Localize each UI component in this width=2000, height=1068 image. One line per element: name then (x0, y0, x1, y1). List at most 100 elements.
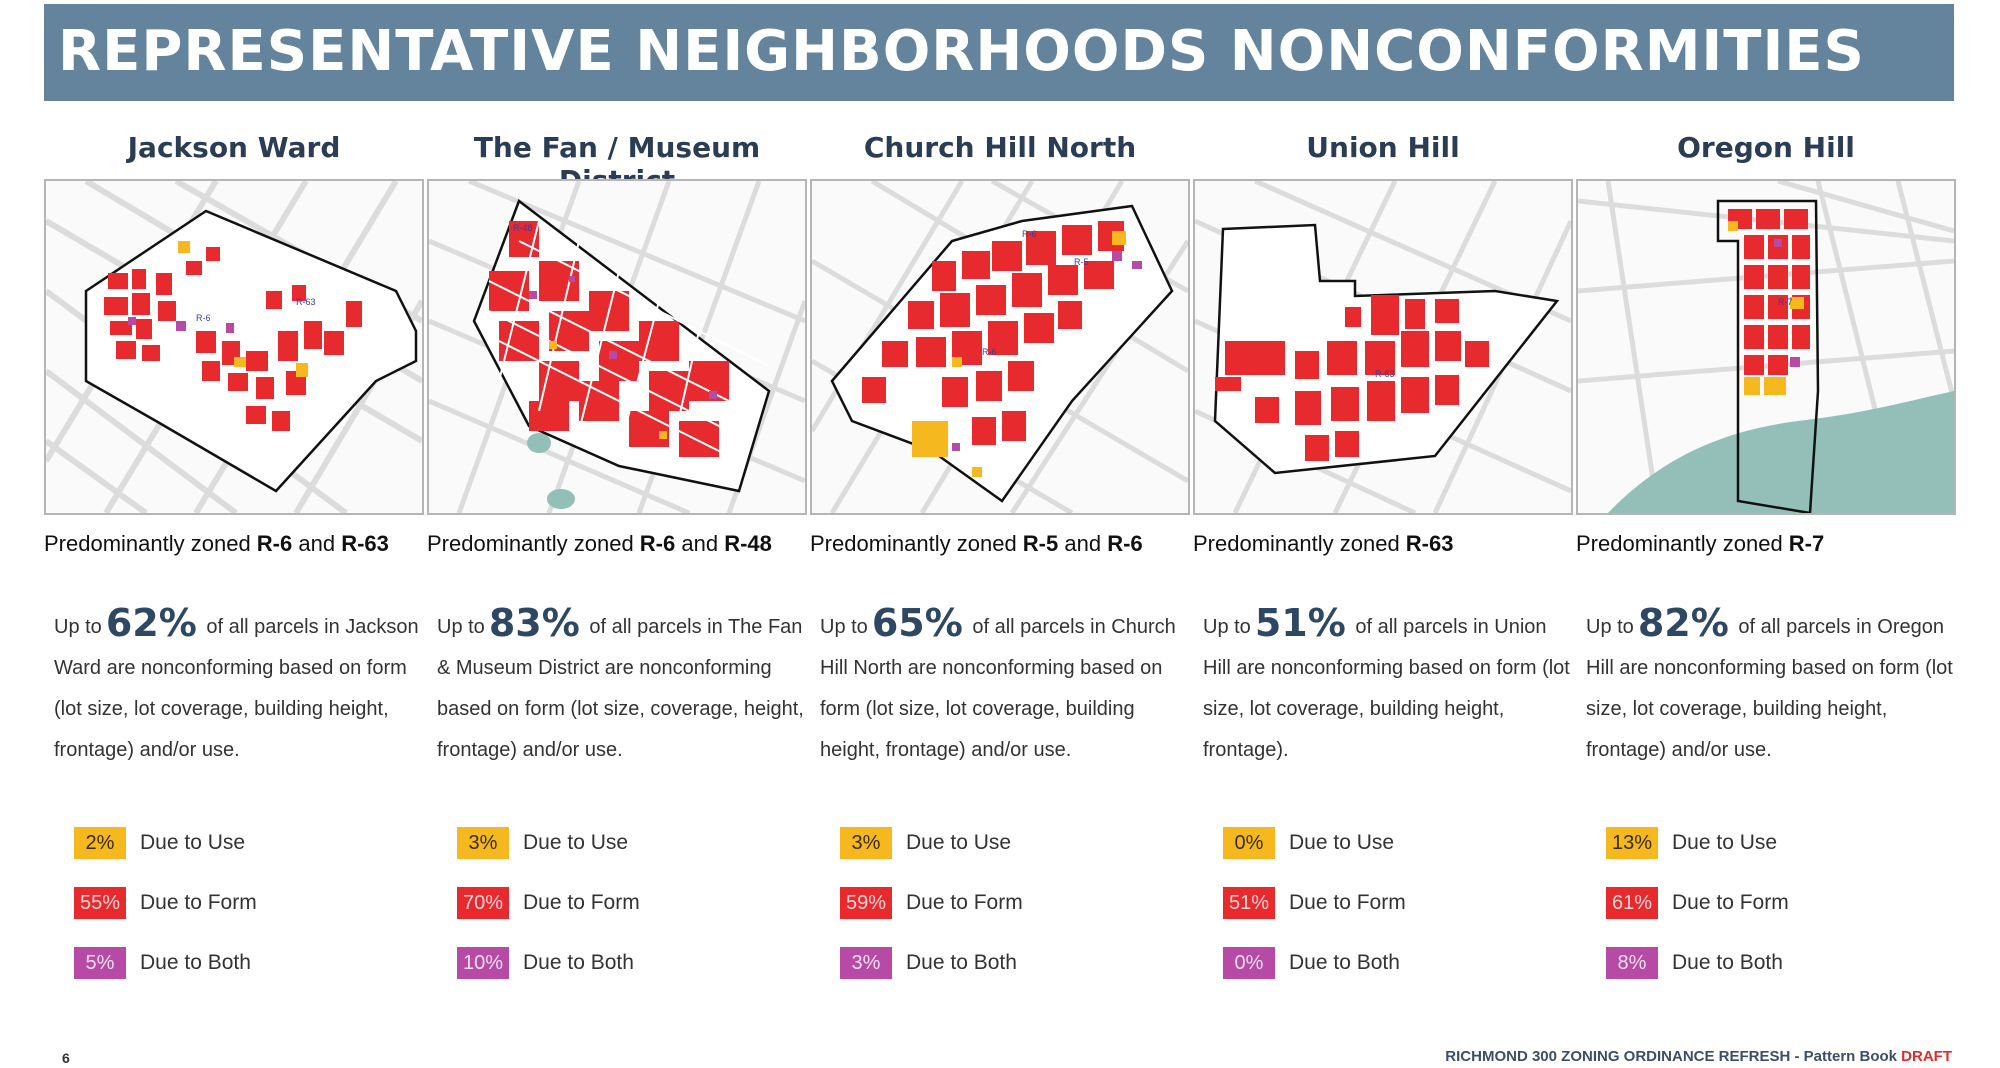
nonconformity-statement: Up to 83% of all parcels in The Fan & Mus… (437, 603, 807, 771)
form-percent-badge: 61% (1606, 887, 1658, 919)
stat-text: of all parcels in Union Hill are nonconf… (1203, 616, 1570, 761)
neighborhood-map: R-7 (1576, 179, 1956, 515)
stat-prefix: Up to (1586, 616, 1634, 638)
use-percent-badge: 3% (840, 827, 892, 859)
both-label: Due to Both (523, 951, 634, 974)
form-percent-badge: 70% (457, 887, 509, 919)
form-label: Due to Form (140, 891, 257, 914)
form-percent-badge: 55% (74, 887, 126, 919)
neighborhood-name: Jackson Ward (127, 131, 341, 164)
zoning-summary: Predominantly zoned R-5 and R-6 (810, 531, 1196, 557)
both-label: Due to Both (140, 951, 251, 974)
both-percent-badge: 5% (74, 947, 126, 979)
nonconforming-percent: 82% (1637, 601, 1729, 645)
form-label: Due to Form (1672, 891, 1789, 914)
neighborhood-column-fan-museum-district: The Fan / Museum District (427, 125, 807, 995)
map-graphic: R-48 (429, 181, 805, 513)
page-number: 6 (62, 1050, 70, 1066)
both-label: Due to Both (1672, 951, 1783, 974)
neighborhood-column-union-hill: Union Hill R-63 (1193, 125, 1573, 995)
use-label: Due to Use (906, 831, 1012, 854)
zone-primary: R-7 (1788, 531, 1825, 556)
neighborhood-name: Oregon Hill (1677, 131, 1855, 164)
nonconforming-percent: 51% (1254, 601, 1346, 645)
both-percent-badge: 3% (840, 947, 892, 979)
use-label: Due to Use (523, 831, 629, 854)
stat-prefix: Up to (54, 616, 102, 638)
title-bar: REPRESENTATIVE NEIGHBORHOODS NONCONFORMI… (44, 4, 1954, 101)
map-zone-label: R-48 (513, 223, 533, 233)
draft-label: DRAFT (1901, 1048, 1952, 1065)
use-percent-badge: 3% (457, 827, 509, 859)
neighborhood-column-church-hill-north: Church Hill North (810, 125, 1190, 995)
both-percent-badge: 10% (457, 947, 509, 979)
both-label: Due to Both (1289, 951, 1400, 974)
form-label: Due to Form (906, 891, 1023, 914)
zoning-summary: Predominantly zoned R-6 and R-48 (427, 531, 813, 557)
zoning-prefix: Predominantly zoned (427, 531, 640, 556)
stat-text: of all parcels in The Fan & Museum Distr… (437, 616, 804, 761)
zone-secondary: R-63 (341, 531, 389, 556)
use-label: Due to Use (1289, 831, 1395, 854)
nonconforming-percent: 65% (871, 601, 963, 645)
footer-title: RICHMOND 300 ZONING ORDINANCE REFRESH - … (1445, 1048, 1952, 1065)
neighborhood-name: Church Hill North (863, 131, 1137, 164)
form-percent-badge: 51% (1223, 887, 1275, 919)
zoning-prefix: Predominantly zoned (1576, 531, 1789, 556)
zone-secondary: R-48 (724, 531, 772, 556)
zoning-conjunction: and (1058, 531, 1108, 556)
map-graphic: R-6 R-5 R-6 (812, 181, 1188, 513)
zoning-summary: Predominantly zoned R-63 (1193, 531, 1579, 557)
page-title: REPRESENTATIVE NEIGHBORHOODS NONCONFORMI… (58, 19, 1865, 84)
neighborhood-map: R-48 (427, 179, 807, 515)
stat-prefix: Up to (820, 616, 868, 638)
stat-prefix: Up to (1203, 616, 1251, 638)
both-label: Due to Both (906, 951, 1017, 974)
use-percent-badge: 13% (1606, 827, 1658, 859)
zone-secondary: R-6 (1107, 531, 1143, 556)
neighborhood-column-oregon-hill: Oregon Hill R-7 (1576, 125, 1956, 995)
footer-text: RICHMOND 300 ZONING ORDINANCE REFRESH - … (1445, 1048, 1902, 1065)
nonconforming-percent: 62% (105, 601, 197, 645)
use-label: Due to Use (1672, 831, 1778, 854)
zoning-conjunction: and (292, 531, 342, 556)
map-graphic: R-7 (1578, 181, 1954, 513)
form-label: Due to Form (1289, 891, 1406, 914)
nonconformity-statement: Up to 51% of all parcels in Union Hill ar… (1203, 603, 1573, 771)
nonconformity-statement: Up to 62% of all parcels in Jackson Ward … (54, 603, 424, 771)
map-zone-label: R-63 (1375, 369, 1395, 379)
zone-primary: R-6 (256, 531, 293, 556)
map-zone-label: R-63 (296, 297, 316, 307)
zoning-prefix: Predominantly zoned (44, 531, 257, 556)
neighborhood-map: R-6 R-5 R-6 (810, 179, 1190, 515)
neighborhood-column-jackson-ward: Jackson Ward (44, 125, 424, 995)
form-percent-badge: 59% (840, 887, 892, 919)
form-label: Due to Form (523, 891, 640, 914)
use-percent-badge: 0% (1223, 827, 1275, 859)
both-percent-badge: 8% (1606, 947, 1658, 979)
zoning-prefix: Predominantly zoned (810, 531, 1023, 556)
zone-primary: R-63 (1405, 531, 1454, 556)
zoning-summary: Predominantly zoned R-6 and R-63 (44, 531, 430, 557)
map-graphic: R-6 R-63 (46, 181, 422, 513)
stat-text: of all parcels in Church Hill North are … (820, 616, 1176, 761)
zoning-prefix: Predominantly zoned (1193, 531, 1406, 556)
use-label: Due to Use (140, 831, 246, 854)
zoning-conjunction: and (675, 531, 725, 556)
zone-primary: R-6 (639, 531, 676, 556)
stat-prefix: Up to (437, 616, 485, 638)
map-zone-label: R-5 (1074, 257, 1089, 267)
map-zone-label: R-6 (982, 347, 997, 357)
use-percent-badge: 2% (74, 827, 126, 859)
zone-primary: R-5 (1022, 531, 1059, 556)
zoning-summary: Predominantly zoned R-7 (1576, 531, 1962, 557)
both-percent-badge: 0% (1223, 947, 1275, 979)
neighborhood-columns: Jackson Ward (44, 125, 1956, 995)
nonconformity-statement: Up to 65% of all parcels in Church Hill N… (820, 603, 1190, 771)
stat-text: of all parcels in Jackson Ward are nonco… (54, 616, 419, 761)
nonconforming-percent: 83% (488, 601, 580, 645)
map-zone-label: R-7 (1778, 297, 1793, 307)
neighborhood-name: Union Hill (1306, 131, 1460, 164)
neighborhood-map: R-6 R-63 (44, 179, 424, 515)
neighborhood-map: R-63 (1193, 179, 1573, 515)
